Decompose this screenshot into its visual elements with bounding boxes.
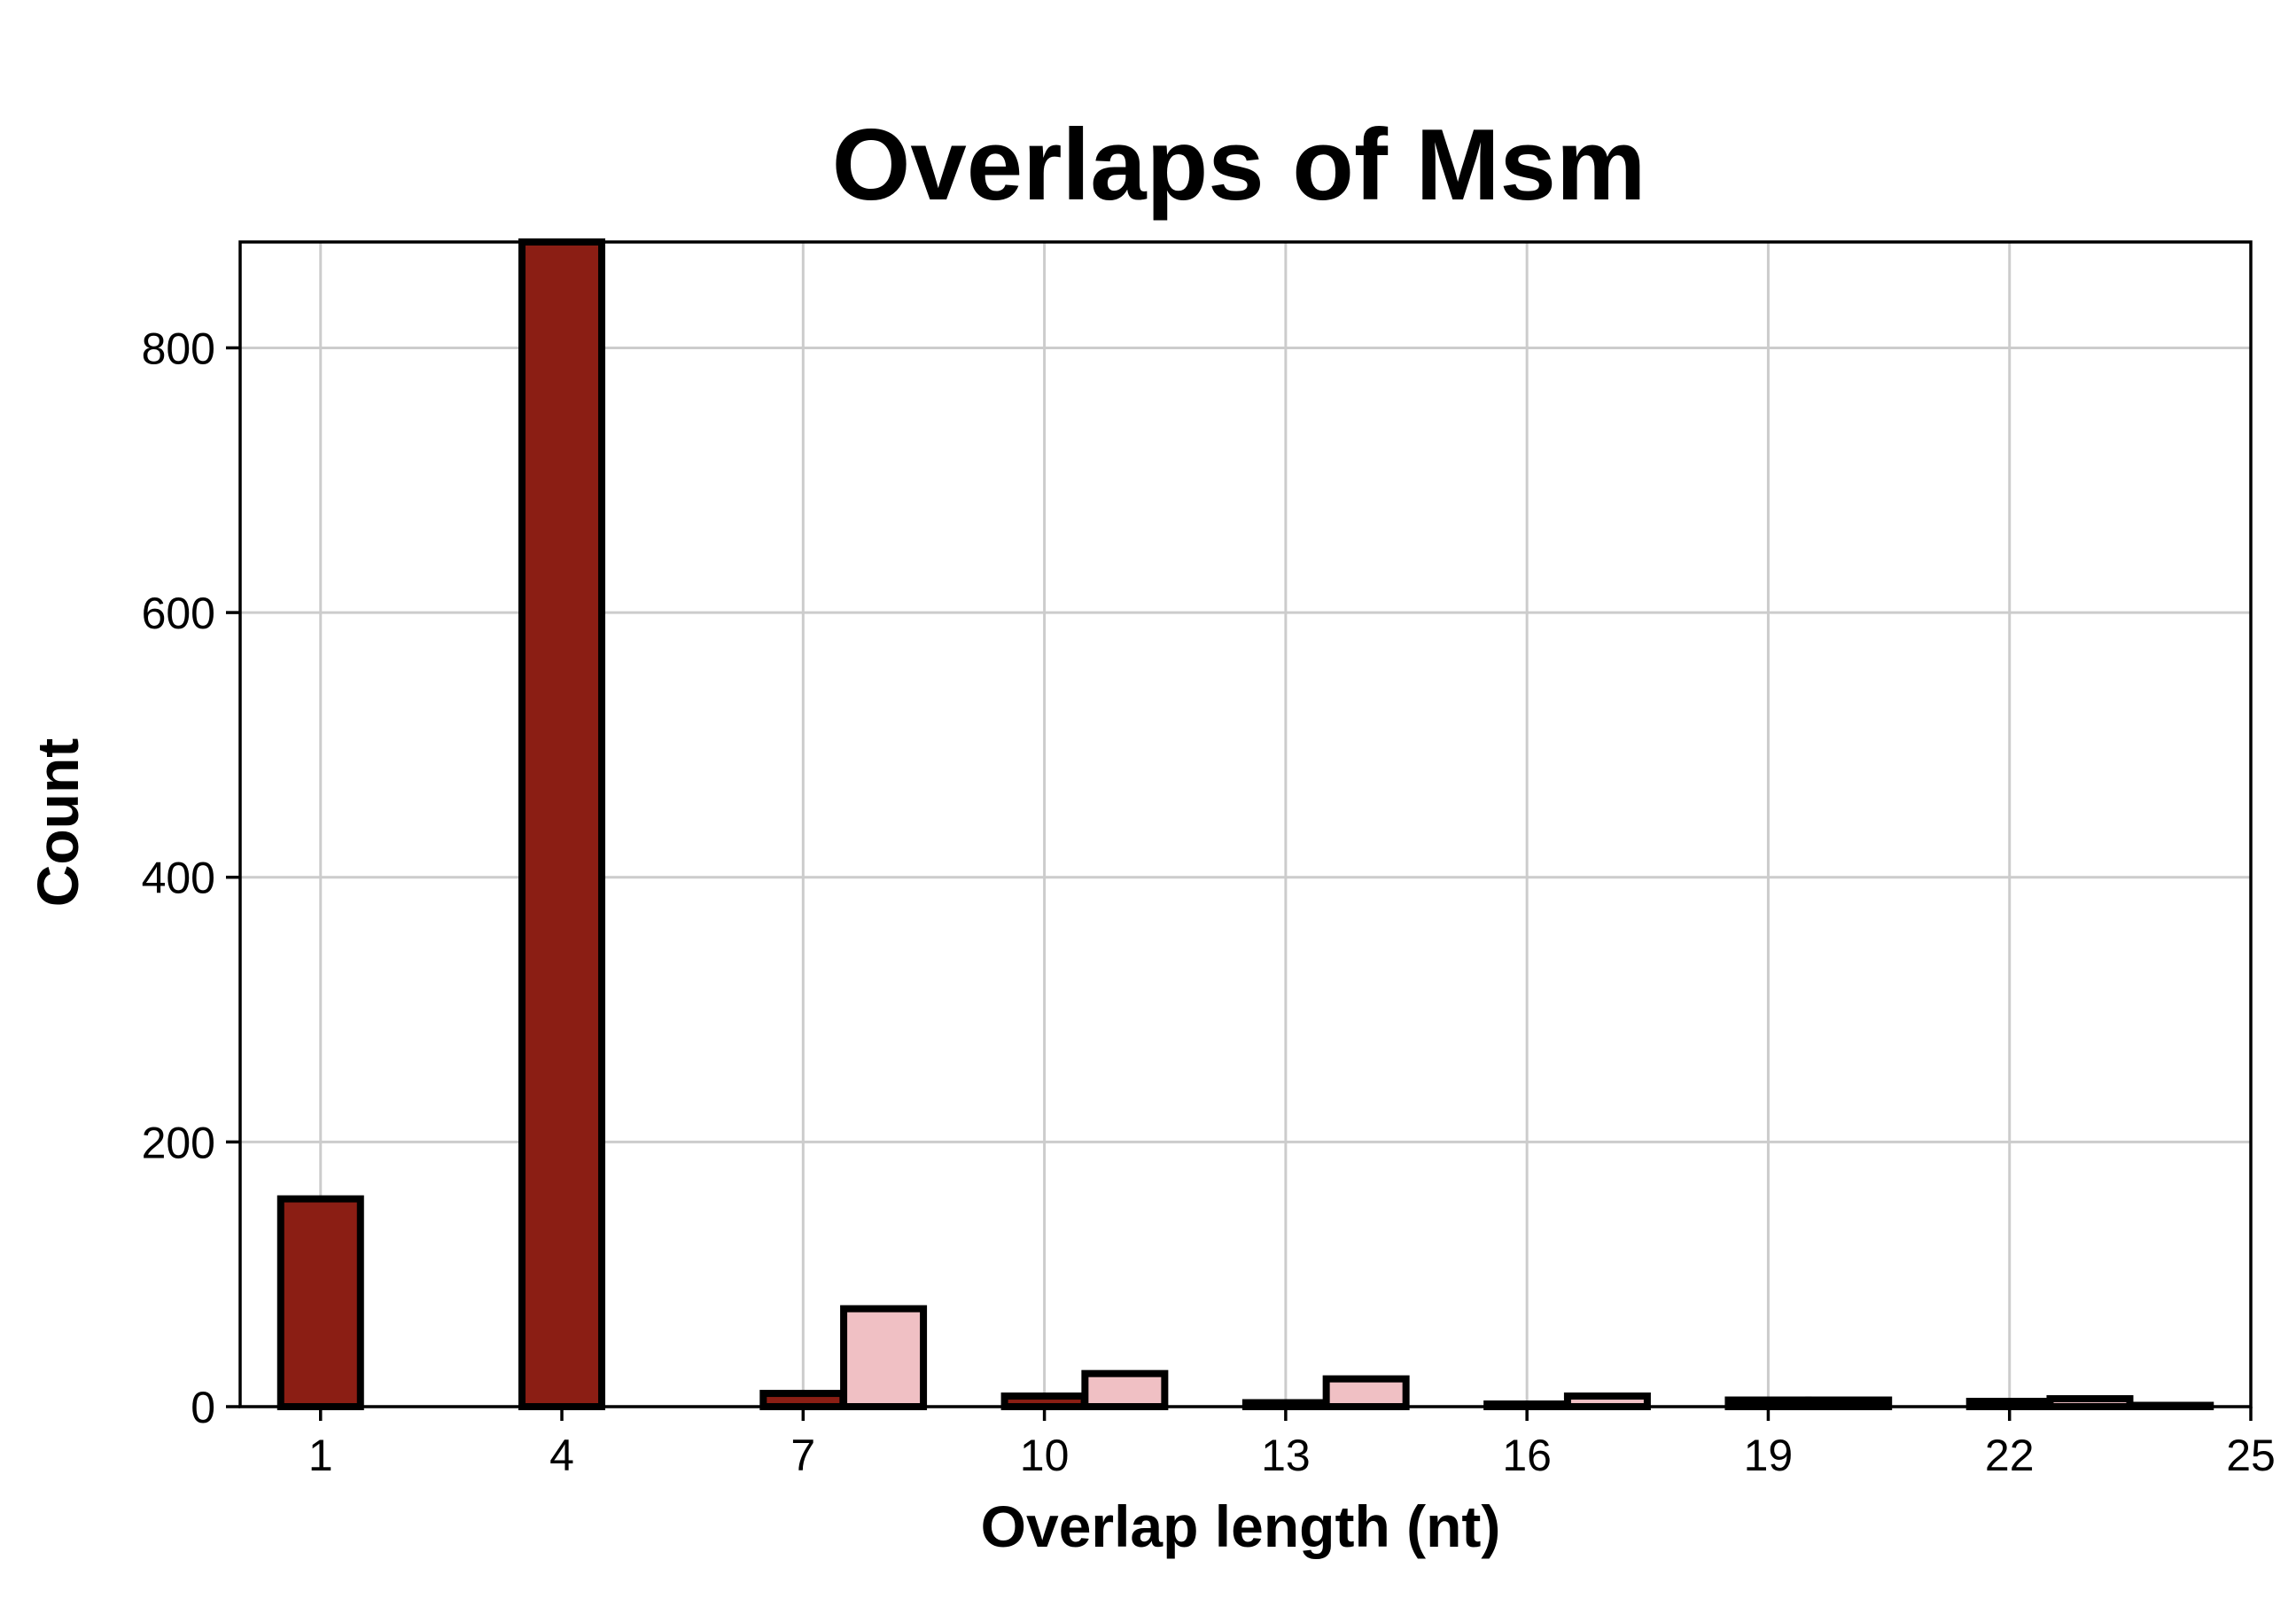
bar-x-1 (276, 1195, 364, 1410)
x-tick-label: 22 (1985, 1431, 2035, 1480)
x-tick-label: 13 (1261, 1431, 1311, 1480)
bar-x-7 (759, 1390, 847, 1411)
y-tick-label: 600 (142, 589, 215, 638)
x-tick-label: 10 (1020, 1431, 1070, 1480)
bar-x-17 (1563, 1392, 1651, 1411)
bar-x-11 (1081, 1369, 1169, 1410)
bars (276, 238, 2214, 1411)
x-tick-label: 19 (1744, 1431, 1794, 1480)
x-tick-label: 4 (549, 1431, 574, 1480)
bar-x-4 (518, 238, 606, 1410)
y-tick-label: 400 (142, 854, 215, 903)
x-tick-label: 16 (1502, 1431, 1552, 1480)
plot-frame (238, 240, 2253, 1408)
ticks: 1 4 7 10 13 16 19 22 25 0 200 400 600 800 (142, 324, 2276, 1480)
x-tick-label: 1 (308, 1431, 333, 1480)
x-axis-label: Overlap length (nt) (981, 1494, 1501, 1559)
y-tick-label: 200 (142, 1118, 215, 1167)
bar-x-14 (1322, 1375, 1410, 1411)
bar-x-10 (1000, 1392, 1088, 1411)
bar-x-8 (840, 1305, 928, 1410)
y-tick-label: 800 (142, 324, 215, 373)
y-tick-label: 0 (191, 1383, 215, 1432)
x-tick-label: 7 (790, 1431, 815, 1480)
chart-title: Overlaps of Msm (832, 109, 1646, 222)
x-tick-label: 25 (2226, 1431, 2276, 1480)
y-axis-label: Count (25, 738, 90, 908)
